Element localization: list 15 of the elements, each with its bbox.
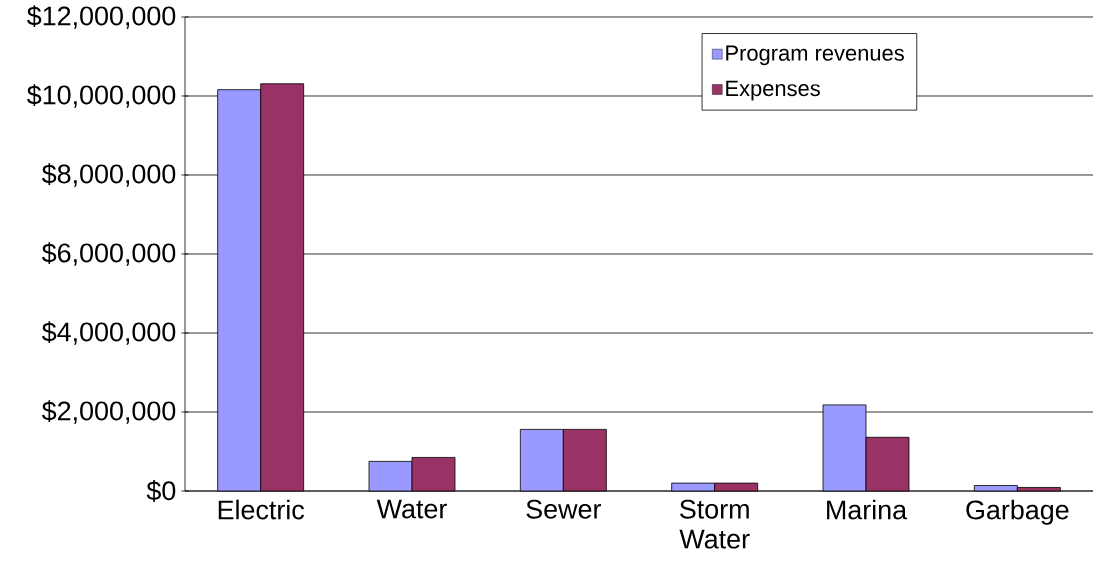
y-tick-label: $10,000,000 bbox=[27, 84, 176, 108]
y-tick-label: $8,000,000 bbox=[41, 163, 176, 187]
legend-label: Program revenues bbox=[726, 45, 904, 66]
legend-label: Expenses bbox=[726, 80, 820, 101]
y-tick-label: $4,000,000 bbox=[41, 321, 176, 345]
x-tick-label: Sewer bbox=[526, 499, 601, 519]
y-tick-label: $2,000,000 bbox=[41, 400, 176, 424]
y-tick-label: $6,000,000 bbox=[41, 242, 176, 266]
y-tick-label: $0 bbox=[146, 480, 176, 502]
x-tick-label: Garbage bbox=[966, 499, 1069, 525]
x-tick-label: Electric bbox=[218, 499, 305, 520]
x-tick-label: Water bbox=[376, 499, 447, 519]
y-tick-label: $12,000,000 bbox=[27, 5, 176, 29]
x-tick-label: Marina bbox=[827, 499, 908, 520]
x-tick-label: Storm Water bbox=[679, 499, 750, 549]
